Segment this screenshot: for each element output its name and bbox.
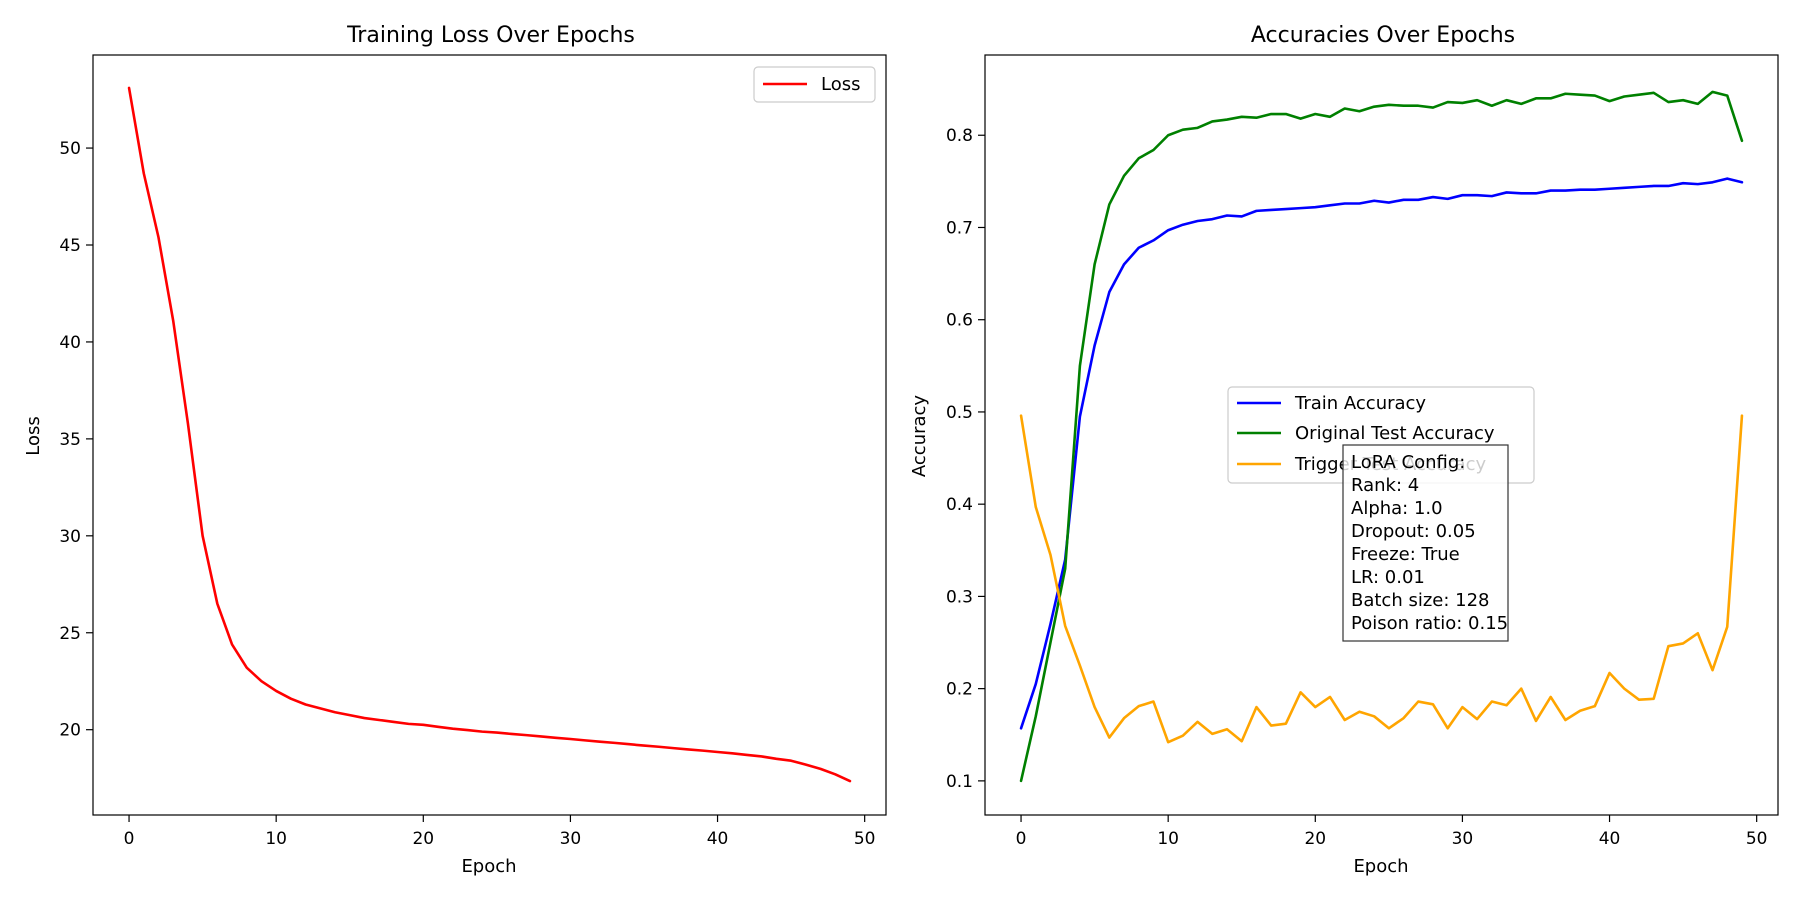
loss-y-axis-label: Loss: [23, 416, 44, 455]
accuracy-y-axis-label: Accuracy: [909, 395, 930, 478]
series-line-original-test-accuracy: [1019, 90, 1744, 783]
x-tick-label: 50: [854, 829, 876, 849]
annotation-line: Batch size: 128: [1351, 590, 1490, 611]
x-tick-label: 40: [1599, 829, 1621, 849]
x-tick-label: 50: [1746, 829, 1768, 849]
y-tick-label: 30: [59, 527, 81, 547]
y-tick-label: 40: [59, 333, 81, 353]
loss-axes-frame: [92, 54, 887, 816]
annotation-line: Alpha: 1.0: [1351, 498, 1443, 519]
loss-x-axis-label: Epoch: [461, 856, 516, 877]
x-tick-label: 10: [265, 829, 287, 849]
y-tick-label: 0.6: [946, 311, 973, 331]
accuracy-plot-area: [1019, 90, 1744, 783]
y-tick-label: 45: [59, 236, 81, 256]
annotation-line: LoRA Config:: [1351, 452, 1465, 473]
loss-legend: Loss: [753, 66, 876, 103]
y-tick-label: 0.3: [946, 587, 973, 607]
y-tick-label: 0.1: [946, 772, 973, 792]
x-tick-label: 40: [707, 829, 729, 849]
y-tick-label: 35: [59, 430, 81, 450]
legend-label-train-accuracy: Train Accuracy: [1294, 393, 1426, 414]
legend-label-loss: Loss: [821, 74, 860, 95]
series-line-train-accuracy: [1019, 177, 1744, 730]
y-tick-label: 0.5: [946, 403, 973, 423]
loss-chart-title: Training Loss Over Epochs: [346, 23, 635, 48]
x-tick-label: 20: [412, 829, 434, 849]
x-tick-label: 20: [1304, 829, 1326, 849]
accuracy-x-ticks: 0 10 20 30 40 50: [1016, 815, 1768, 849]
accuracy-y-ticks: 0.1 0.2 0.3 0.4 0.5 0.6 0.7 0.8: [946, 126, 985, 792]
loss-plot-area: [127, 86, 852, 783]
loss-legend-box: [753, 66, 876, 103]
annotation-line: Freeze: True: [1351, 544, 1460, 565]
x-tick-label: 10: [1157, 829, 1179, 849]
annotation-line: Poison ratio: 0.15: [1351, 613, 1508, 634]
annotation-line: Rank: 4: [1351, 475, 1419, 496]
accuracy-chart: Accuracies Over Epochs 0 10 20 30 40 50 0.10.…: [909, 23, 1779, 877]
y-tick-label: 0.8: [946, 126, 973, 146]
lora-config-box: [1342, 444, 1509, 642]
x-tick-label: 0: [1016, 829, 1027, 849]
accuracy-x-axis-label: Epoch: [1353, 856, 1408, 877]
annotation-line: Dropout: 0.05: [1351, 521, 1476, 542]
y-tick-label: 0.2: [946, 680, 973, 700]
legend-label-original-test-accuracy: Original Test Accuracy: [1295, 423, 1495, 444]
x-tick-label: 30: [560, 829, 582, 849]
x-tick-label: 30: [1452, 829, 1474, 849]
y-tick-label: 0.7: [946, 218, 973, 238]
series-line-loss: [127, 86, 852, 783]
y-tick-label: 25: [59, 624, 81, 644]
lora-config-annotation: LoRA Config: Rank: 4 Alpha: 1.0 Dropout:…: [1342, 444, 1509, 642]
series-line-trigger-test-accuracy: [1019, 414, 1744, 744]
y-tick-label: 0.4: [946, 495, 973, 515]
y-tick-label: 20: [59, 721, 81, 741]
annotation-line: LR: 0.01: [1351, 567, 1425, 588]
accuracy-axes-frame: [984, 54, 1779, 816]
y-tick-label: 50: [59, 139, 81, 159]
loss-x-ticks: 0 10 20 30 40 50: [124, 815, 876, 849]
loss-chart: Training Loss Over Epochs 0 10 20 30 40 50 20…: [23, 23, 887, 877]
accuracy-chart-title: Accuracies Over Epochs: [1251, 23, 1515, 48]
x-tick-label: 0: [124, 829, 135, 849]
loss-y-ticks: 20 25 30 35 40 45 50: [59, 139, 93, 741]
